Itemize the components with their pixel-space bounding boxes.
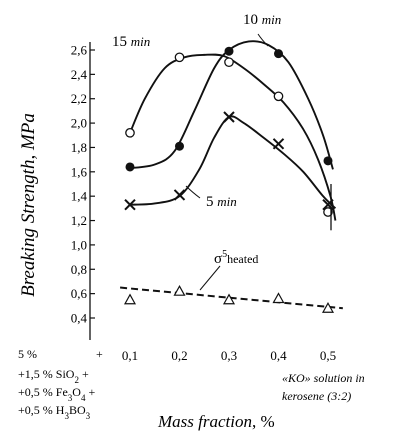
data-point	[224, 46, 234, 56]
solution-line-1: «KO» solution in	[282, 371, 365, 385]
data-point	[272, 292, 285, 304]
data-point	[222, 293, 236, 305]
data-point	[274, 49, 283, 59]
label-heated: σ5heated	[214, 249, 258, 267]
label-5-min: 5 min	[206, 194, 237, 210]
leader-heated	[199, 265, 221, 291]
series-0	[125, 52, 337, 221]
y-tick-label: 0,4	[71, 311, 88, 326]
y-tick-label: 1,4	[71, 189, 88, 204]
x-tick-label: 0,1	[122, 348, 138, 363]
y-tick-label: 2,6	[71, 43, 88, 58]
leader-10-min	[257, 33, 269, 47]
y-axis-label: Breaking Strength, MPa	[18, 113, 39, 297]
label-10-min: 10 min	[243, 12, 281, 28]
y-tick-label: 2,4	[71, 67, 88, 82]
data-point	[123, 293, 137, 305]
data-point	[323, 156, 333, 166]
series-line	[129, 53, 337, 221]
y-tick-label: 2,0	[71, 116, 87, 131]
composition-line-3: +0,5 % Fe3O4 +	[18, 385, 95, 403]
series-1	[125, 40, 334, 172]
composition-line-4: +0,5 % H3BO3	[18, 403, 91, 421]
x-tick-label: 0,2	[171, 348, 187, 363]
y-tick-label: 0,8	[71, 262, 87, 277]
y-tick-label: 0,6	[71, 286, 88, 301]
data-point	[223, 111, 235, 123]
data-point	[272, 138, 285, 150]
composition-note: 5 % +1,5 % SiO2 + +0,5 % Fe3O4 + +0,5 % …	[18, 347, 103, 421]
x-tick-label: 0,4	[270, 348, 287, 363]
series-2	[124, 111, 337, 211]
label-15-min: 15 min	[112, 34, 150, 50]
data-point	[125, 162, 135, 172]
solution-note: «KO» solution in kerosene (3:2)	[282, 371, 365, 403]
data-point	[323, 207, 333, 217]
data-point	[173, 284, 186, 296]
leader-5-min	[185, 185, 201, 199]
data-point	[224, 57, 234, 68]
data-point	[174, 52, 185, 63]
y-tick-label: 1,2	[71, 213, 87, 228]
y-tick-label: 1,8	[71, 140, 87, 155]
composition-line-1: 5 %	[18, 347, 37, 361]
data-point	[175, 141, 184, 151]
x-axis-label-unit: , %	[252, 412, 275, 431]
x-axis-label: Mass fraction, %	[157, 412, 275, 431]
y-tick-label: 1,0	[71, 237, 87, 252]
plus-sign: +	[96, 347, 103, 361]
y-tick-label: 2,2	[71, 91, 87, 106]
data-point	[124, 199, 136, 211]
solution-line-2: kerosene (3:2)	[282, 389, 351, 403]
x-tick-label: 0,3	[221, 348, 237, 363]
composition-line-2: +1,5 % SiO2 +	[18, 367, 89, 385]
data-point	[173, 189, 186, 201]
series-line	[129, 40, 334, 170]
x-tick-label: 0,5	[320, 348, 336, 363]
x-axis-label-text: Mass fraction	[157, 412, 252, 431]
series-3	[120, 284, 343, 313]
series-line	[120, 286, 343, 310]
data-point	[273, 91, 284, 102]
data-point	[125, 127, 135, 138]
y-tick-label: 1,6	[71, 164, 88, 179]
data-point	[321, 302, 335, 313]
